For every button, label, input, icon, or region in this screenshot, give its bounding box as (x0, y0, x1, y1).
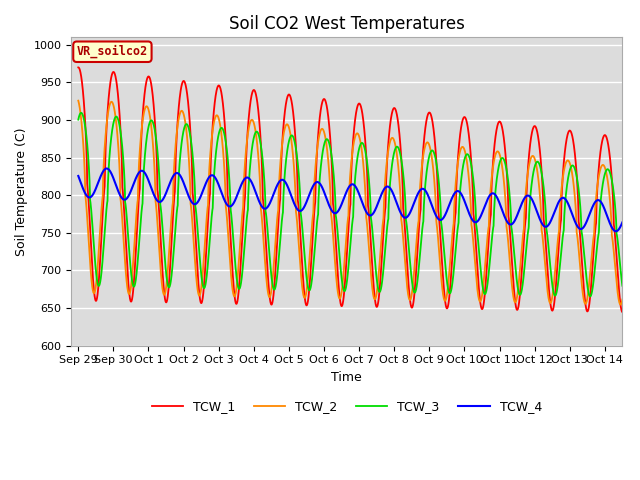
Line: TCW_3: TCW_3 (78, 113, 622, 297)
TCW_3 (586, 294, 594, 300)
TCW_2 (74, 98, 82, 104)
TCW_4 (137, 168, 145, 174)
TCW_3 (284, 149, 291, 155)
TCW_2 (608, 227, 616, 232)
Y-axis label: Soil Temperature (C): Soil Temperature (C) (15, 127, 28, 256)
TCW_1 (169, 219, 177, 225)
TCW_4 (612, 228, 620, 234)
TCW_3 (74, 117, 82, 122)
TCW_2 (169, 201, 177, 207)
TCW_1 (136, 159, 144, 165)
TCW_3 (169, 260, 177, 265)
TCW_1 (74, 64, 82, 70)
TCW_4 (608, 225, 616, 230)
TCW_4 (307, 188, 314, 194)
TCW_1 (618, 309, 626, 315)
TCW_2 (283, 121, 291, 127)
Title: Soil CO2 West Temperatures: Soil CO2 West Temperatures (229, 15, 465, 33)
X-axis label: Time: Time (332, 371, 362, 384)
TCW_2 (136, 141, 144, 146)
TCW_1 (283, 96, 291, 102)
TCW_3 (307, 285, 314, 290)
TCW_3 (137, 221, 145, 227)
Line: TCW_4: TCW_4 (78, 168, 622, 231)
TCW_2 (618, 297, 626, 302)
TCW_4 (549, 212, 557, 218)
Text: VR_soilco2: VR_soilco2 (77, 45, 148, 59)
Legend: TCW_1, TCW_2, TCW_3, TCW_4: TCW_1, TCW_2, TCW_3, TCW_4 (147, 395, 547, 418)
TCW_4 (103, 166, 111, 171)
TCW_2 (617, 302, 625, 308)
TCW_3 (549, 288, 557, 294)
TCW_2 (549, 288, 557, 294)
TCW_4 (284, 182, 291, 188)
TCW_1 (549, 307, 557, 312)
TCW_3 (608, 178, 616, 184)
TCW_1 (608, 174, 616, 180)
Line: TCW_2: TCW_2 (78, 101, 622, 305)
TCW_4 (618, 219, 626, 225)
TCW_3 (618, 283, 626, 288)
Line: TCW_1: TCW_1 (78, 67, 622, 312)
TCW_4 (74, 173, 82, 179)
TCW_1 (307, 270, 314, 276)
TCW_3 (77, 110, 85, 116)
TCW_4 (169, 174, 177, 180)
TCW_2 (307, 241, 314, 247)
